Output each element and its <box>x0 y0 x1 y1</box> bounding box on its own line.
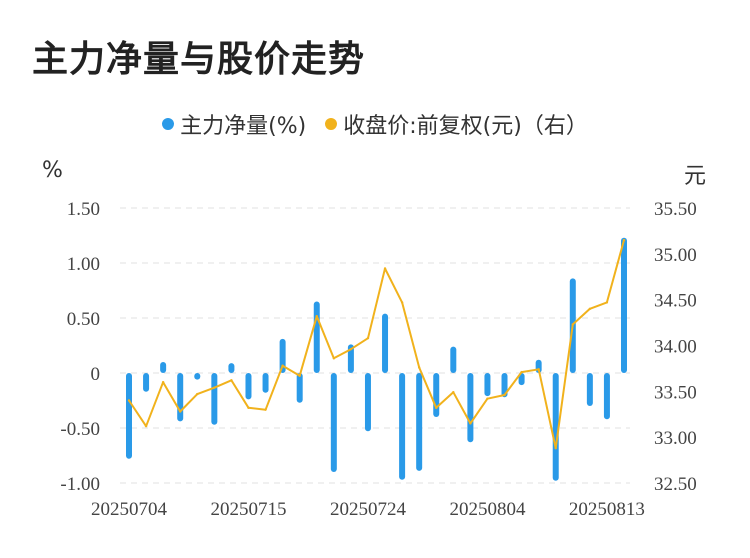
price-point <box>571 323 574 326</box>
right-tick-label: 33.50 <box>654 382 697 403</box>
bar[interactable] <box>262 373 269 393</box>
price-point <box>230 379 233 382</box>
price-point <box>366 336 370 340</box>
bar[interactable] <box>143 373 150 392</box>
bar[interactable] <box>211 373 218 425</box>
price-point <box>452 391 455 394</box>
x-tick-label: 20250715 <box>210 499 286 520</box>
price-point <box>588 307 592 311</box>
price-point <box>144 424 148 428</box>
legend-item-net-volume[interactable]: 主力净量(%) <box>162 108 306 140</box>
bar[interactable] <box>160 362 167 373</box>
price-point <box>127 399 131 402</box>
x-tick-label: 20250804 <box>449 499 526 520</box>
price-point <box>520 370 523 374</box>
price-point <box>179 410 182 413</box>
chart-title: 主力净量与股价走势 <box>32 39 366 80</box>
legend-label-close-price: 收盘价:前复权(元)（右） <box>343 114 588 139</box>
price-point <box>298 374 301 377</box>
bar[interactable] <box>347 344 354 373</box>
price-line[interactable] <box>128 239 625 450</box>
right-axis-unit: 元 <box>684 164 707 189</box>
bar[interactable] <box>279 338 286 373</box>
right-tick-label: 33.00 <box>654 428 697 449</box>
price-point <box>435 406 438 410</box>
price-point <box>400 301 404 304</box>
left-y-axis: 1.50 1.00 0.50 0 -0.50 -1.00 <box>60 199 100 495</box>
left-tick-label: 0 <box>91 364 101 385</box>
price-point <box>213 386 216 389</box>
price-point <box>417 366 421 369</box>
bar[interactable] <box>501 373 508 398</box>
price-point <box>161 380 165 384</box>
grid-lines <box>120 207 630 484</box>
bar[interactable] <box>586 373 593 406</box>
x-tick-label: 20250813 <box>569 499 645 520</box>
left-tick-label: 1.00 <box>67 254 100 275</box>
bar[interactable] <box>603 373 610 420</box>
bar[interactable] <box>399 373 406 480</box>
x-axis: 20250704 20250715 20250724 20250804 20250813 <box>91 499 645 520</box>
bar[interactable] <box>467 373 474 443</box>
bar[interactable] <box>228 363 235 373</box>
price-point <box>503 393 506 397</box>
price-point <box>315 314 318 318</box>
price-point <box>281 364 284 367</box>
bar[interactable] <box>484 373 491 397</box>
left-tick-label: -0.50 <box>60 419 100 440</box>
price-point <box>605 301 609 304</box>
right-tick-label: 35.50 <box>654 199 697 220</box>
bar[interactable] <box>245 373 252 400</box>
price-point <box>264 408 267 411</box>
left-tick-label: 0.50 <box>67 309 100 330</box>
price-point <box>469 422 472 425</box>
right-tick-label: 32.50 <box>654 474 697 495</box>
bar[interactable] <box>450 346 457 373</box>
bar[interactable] <box>433 373 440 417</box>
price-point <box>554 446 557 450</box>
bar[interactable] <box>416 373 423 471</box>
legend: 主力净量(%) 收盘价:前复权(元)（右） <box>0 108 750 140</box>
left-tick-label: 1.50 <box>67 199 100 220</box>
price-point <box>247 406 250 410</box>
bar[interactable] <box>296 373 303 403</box>
bar[interactable] <box>126 373 132 459</box>
legend-label-net-volume: 主力净量(%) <box>180 114 307 139</box>
bar[interactable] <box>330 373 337 472</box>
bar[interactable] <box>177 373 184 422</box>
left-axis-unit: % <box>42 158 63 183</box>
left-tick-label: -1.00 <box>60 474 100 495</box>
bar[interactable] <box>194 373 201 380</box>
price-point <box>537 368 540 371</box>
bar[interactable] <box>518 373 525 386</box>
legend-dot-blue-icon <box>162 118 175 130</box>
price-point <box>332 357 336 360</box>
bar[interactable] <box>552 373 559 481</box>
line-series <box>127 238 626 450</box>
price-point <box>196 392 199 396</box>
bar-series <box>126 237 627 481</box>
price-point <box>349 347 353 351</box>
price-point <box>383 267 387 270</box>
legend-dot-yellow-icon <box>325 118 338 130</box>
bar[interactable] <box>382 313 389 373</box>
bar[interactable] <box>313 301 320 374</box>
price-point <box>486 397 489 400</box>
right-tick-label: 35.00 <box>654 245 697 266</box>
bar[interactable] <box>621 237 627 373</box>
x-tick-label: 20250724 <box>330 499 407 520</box>
right-y-axis: 35.50 35.00 34.50 34.00 33.50 33.00 32.50 <box>654 199 697 495</box>
x-tick-label: 20250704 <box>91 499 168 520</box>
right-tick-label: 34.50 <box>654 291 697 312</box>
bar[interactable] <box>364 373 371 432</box>
price-point <box>622 238 626 242</box>
right-tick-label: 34.00 <box>654 337 697 358</box>
legend-item-close-price[interactable]: 收盘价:前复权(元)（右） <box>325 108 588 140</box>
